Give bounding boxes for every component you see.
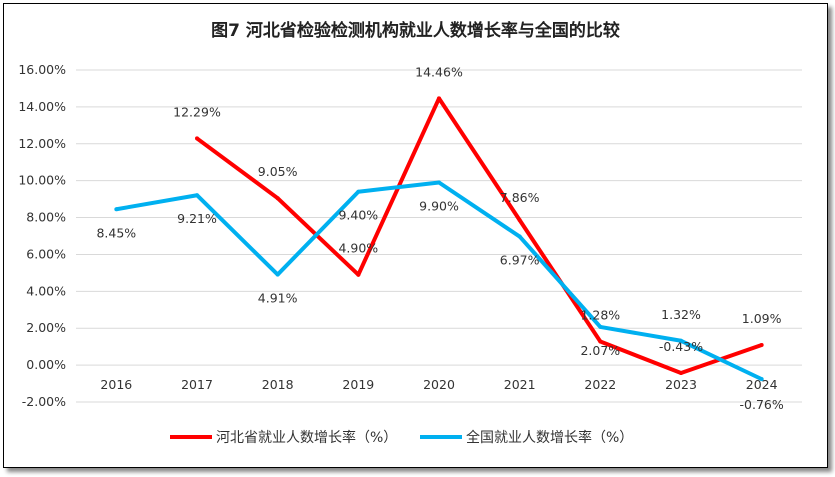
data-label: -0.43%: [659, 339, 703, 354]
data-label: 14.46%: [415, 64, 463, 79]
data-label: 9.40%: [338, 208, 378, 223]
legend-label: 河北省就业人数增长率（%）: [216, 429, 397, 446]
data-label: 4.91%: [258, 291, 298, 306]
data-point: [275, 196, 280, 201]
data-label: 6.97%: [500, 253, 540, 268]
y-tick-label: -2.00%: [22, 394, 66, 409]
x-tick-label: 2018: [262, 377, 294, 392]
y-tick-label: 4.00%: [26, 283, 66, 298]
data-point: [679, 371, 683, 376]
legend-label: 全国就业人数增长率（%）: [466, 429, 633, 446]
data-point: [517, 234, 522, 239]
data-point: [356, 189, 361, 194]
data-point: [356, 272, 361, 277]
x-tick-label: 2020: [423, 377, 455, 392]
y-tick-label: 16.00%: [18, 62, 66, 77]
data-label: 2.07%: [580, 343, 620, 358]
data-point: [598, 339, 603, 344]
x-tick-label: 2019: [342, 377, 374, 392]
data-label: 7.86%: [500, 190, 540, 205]
x-tick-label: 2021: [504, 377, 536, 392]
data-point: [437, 180, 441, 185]
data-point: [195, 136, 199, 141]
data-label: 12.29%: [173, 104, 221, 119]
y-tick-label: 10.00%: [18, 173, 66, 188]
data-label: 8.45%: [96, 225, 136, 240]
data-point: [437, 96, 441, 101]
data-label: 1.09%: [742, 311, 782, 326]
data-label: 9.05%: [258, 164, 298, 179]
data-point: [759, 377, 764, 382]
data-point: [195, 193, 199, 198]
y-tick-label: 0.00%: [26, 357, 66, 372]
series-line: [195, 96, 763, 376]
chart-frame: 图7 河北省检验检测机构就业人数增长率与全国的比较: [3, 3, 828, 468]
data-label: 1.32%: [661, 307, 701, 322]
x-tick-label: 2022: [584, 377, 616, 392]
x-tick-label: 2017: [181, 377, 213, 392]
y-tick-label: 8.00%: [26, 210, 66, 225]
x-tick-label: 2016: [100, 377, 132, 392]
y-tick-label: 6.00%: [26, 246, 66, 261]
data-label: 9.90%: [419, 199, 459, 214]
data-point: [517, 218, 522, 223]
data-label: 4.90%: [338, 241, 378, 256]
data-point: [759, 343, 764, 348]
data-point: [114, 207, 119, 212]
data-point: [275, 272, 280, 277]
chart-title: 图7 河北省检验检测机构就业人数增长率与全国的比较: [211, 21, 620, 41]
x-tick-label: 2024: [746, 377, 778, 392]
data-point: [679, 338, 683, 343]
y-tick-label: 14.00%: [18, 99, 66, 114]
y-tick-label: 2.00%: [26, 320, 66, 335]
y-tick-label: 12.00%: [18, 136, 66, 151]
data-point: [598, 324, 603, 329]
data-label: 9.21%: [177, 211, 217, 226]
data-label: -0.76%: [740, 397, 784, 412]
data-label: 1.28%: [580, 308, 620, 323]
x-tick-label: 2023: [665, 377, 697, 392]
